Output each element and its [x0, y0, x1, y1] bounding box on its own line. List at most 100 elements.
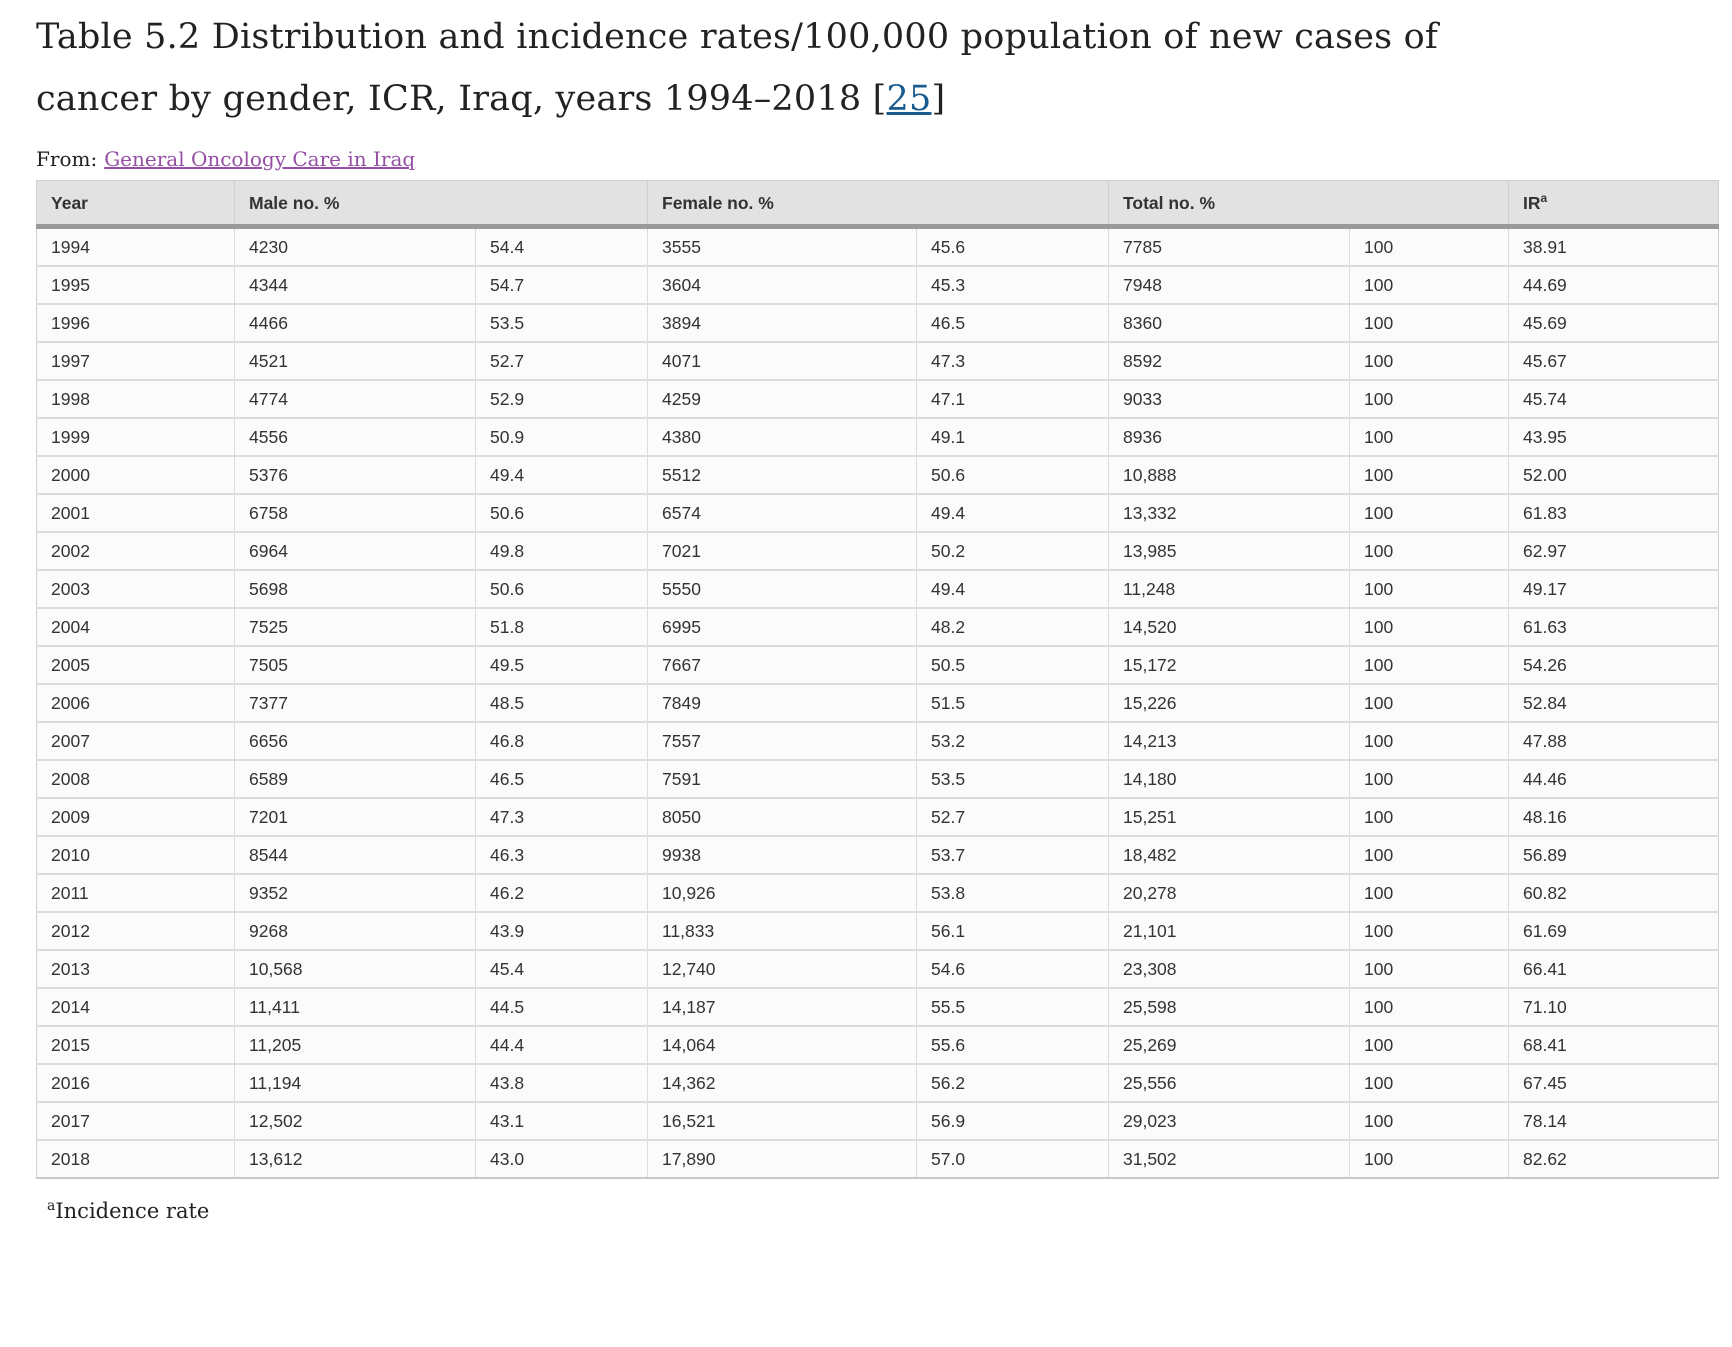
header-year: Year — [36, 180, 235, 229]
table-cell: 13,332 — [1108, 493, 1350, 532]
table-row: 2012 9268 43.9 11,833 56.1 21,101 100 61.69 — [36, 911, 1719, 950]
table-cell: 100 — [1349, 265, 1509, 304]
table-cell: 2015 — [36, 1025, 235, 1064]
table-cell: 25,598 — [1108, 987, 1350, 1026]
table-cell: 29,023 — [1108, 1101, 1350, 1140]
table-cell: 7201 — [234, 797, 476, 836]
table-cell: 71.10 — [1508, 987, 1719, 1026]
table-cell: 100 — [1349, 341, 1509, 380]
table-cell: 54.6 — [916, 949, 1109, 988]
table-cell: 51.5 — [916, 683, 1109, 722]
table-cell: 2001 — [36, 493, 235, 532]
table-cell: 100 — [1349, 531, 1509, 570]
table-row: 2002 6964 49.8 7021 50.2 13,985 100 62.97 — [36, 531, 1719, 570]
table-cell: 8360 — [1108, 303, 1350, 342]
table-cell: 23,308 — [1108, 949, 1350, 988]
table-cell: 100 — [1349, 873, 1509, 912]
table-cell: 7667 — [647, 645, 917, 684]
table-row: 1998 4774 52.9 4259 47.1 9033 100 45.74 — [36, 379, 1719, 418]
source-link[interactable]: General Oncology Care in Iraq — [104, 147, 416, 171]
table-cell: 43.9 — [475, 911, 648, 950]
table-cell: 46.5 — [916, 303, 1109, 342]
table-cell: 68.41 — [1508, 1025, 1719, 1064]
table-cell: 6656 — [234, 721, 476, 760]
table-cell: 1995 — [36, 265, 235, 304]
table-cell: 11,205 — [234, 1025, 476, 1064]
table-cell: 15,251 — [1108, 797, 1350, 836]
header-male: Male no. % — [234, 180, 648, 229]
table-row: 2005 7505 49.5 7667 50.5 15,172 100 54.26 — [36, 645, 1719, 684]
table-row: 2013 10,568 45.4 12,740 54.6 23,308 100 66.41 — [36, 949, 1719, 988]
table-row: 2000 5376 49.4 5512 50.6 10,888 100 52.00 — [36, 455, 1719, 494]
table-cell: 4071 — [647, 341, 917, 380]
table-cell: 52.00 — [1508, 455, 1719, 494]
header-female: Female no. % — [647, 180, 1109, 229]
table-cell: 5376 — [234, 455, 476, 494]
table-cell: 100 — [1349, 949, 1509, 988]
table-cell: 100 — [1349, 835, 1509, 874]
table-cell: 56.2 — [916, 1063, 1109, 1102]
table-cell: 2007 — [36, 721, 235, 760]
table-cell: 53.2 — [916, 721, 1109, 760]
table-cell: 8936 — [1108, 417, 1350, 456]
table-cell: 7021 — [647, 531, 917, 570]
table-cell: 55.6 — [916, 1025, 1109, 1064]
table-cell: 100 — [1349, 759, 1509, 798]
table-cell: 53.8 — [916, 873, 1109, 912]
table-row: 2017 12,502 43.1 16,521 56.9 29,023 100 78.14 — [36, 1101, 1719, 1140]
table-cell: 15,226 — [1108, 683, 1350, 722]
table-cell: 43.8 — [475, 1063, 648, 1102]
table-cell: 2012 — [36, 911, 235, 950]
table-cell: 61.83 — [1508, 493, 1719, 532]
source-line: From: General Oncology Care in Iraq — [36, 147, 1718, 171]
table-cell: 47.3 — [916, 341, 1109, 380]
table-row: 2015 11,205 44.4 14,064 55.6 25,269 100 68.41 — [36, 1025, 1719, 1064]
table-cell: 47.88 — [1508, 721, 1719, 760]
table-cell: 52.9 — [475, 379, 648, 418]
table-cell: 2005 — [36, 645, 235, 684]
table-cell: 100 — [1349, 493, 1509, 532]
table-cell: 2002 — [36, 531, 235, 570]
citation-link[interactable]: 25 — [886, 79, 932, 119]
table-cell: 52.7 — [916, 797, 1109, 836]
table-cell: 54.7 — [475, 265, 648, 304]
table-cell: 2018 — [36, 1139, 235, 1178]
table-cell: 17,890 — [647, 1139, 917, 1178]
table-cell: 43.1 — [475, 1101, 648, 1140]
table-cell: 13,985 — [1108, 531, 1350, 570]
table-row: 2007 6656 46.8 7557 53.2 14,213 100 47.88 — [36, 721, 1719, 760]
table-cell: 53.7 — [916, 835, 1109, 874]
table-cell: 11,833 — [647, 911, 917, 950]
table-cell: 2004 — [36, 607, 235, 646]
table-cell: 82.62 — [1508, 1139, 1719, 1178]
table-cell: 25,269 — [1108, 1025, 1350, 1064]
table-cell: 10,926 — [647, 873, 917, 912]
table-cell: 7591 — [647, 759, 917, 798]
table-cell: 78.14 — [1508, 1101, 1719, 1140]
table-row: 2001 6758 50.6 6574 49.4 13,332 100 61.83 — [36, 493, 1719, 532]
table-cell: 10,888 — [1108, 455, 1350, 494]
table-cell: 4230 — [234, 226, 476, 266]
table-row: 2009 7201 47.3 8050 52.7 15,251 100 48.16 — [36, 797, 1719, 836]
table-cell: 13,612 — [234, 1139, 476, 1178]
table-cell: 7785 — [1108, 226, 1350, 266]
table-cell: 2008 — [36, 759, 235, 798]
table-cell: 46.2 — [475, 873, 648, 912]
table-cell: 6995 — [647, 607, 917, 646]
table-cell: 53.5 — [916, 759, 1109, 798]
footnote-superscript: a — [47, 1198, 56, 1214]
table-cell: 14,362 — [647, 1063, 917, 1102]
table-cell: 4344 — [234, 265, 476, 304]
table-cell: 20,278 — [1108, 873, 1350, 912]
table-cell: 56.9 — [916, 1101, 1109, 1140]
table-footnote: aIncidence rate — [47, 1199, 1718, 1223]
table-cell: 46.8 — [475, 721, 648, 760]
table-cell: 7377 — [234, 683, 476, 722]
table-cell: 14,213 — [1108, 721, 1350, 760]
header-total: Total no. % — [1108, 180, 1509, 229]
page-title: Table 5.2 Distribution and incidence rat… — [36, 6, 1536, 130]
table-cell: 7948 — [1108, 265, 1350, 304]
table-cell: 14,520 — [1108, 607, 1350, 646]
table-cell: 9033 — [1108, 379, 1350, 418]
table-cell: 61.69 — [1508, 911, 1719, 950]
